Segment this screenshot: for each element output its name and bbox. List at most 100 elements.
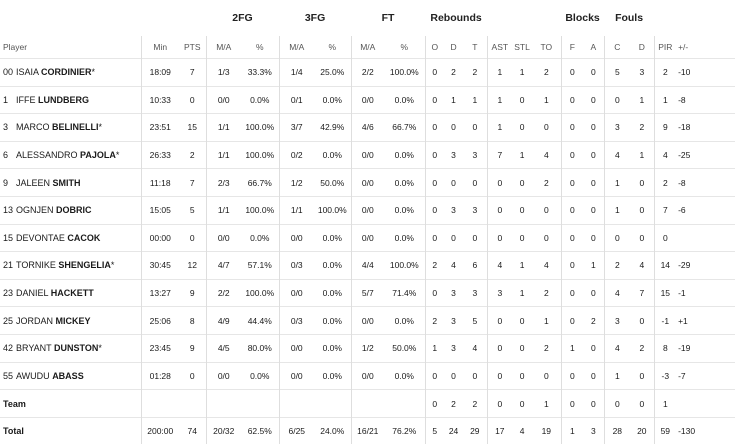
player-first-name: JORDAN: [16, 316, 53, 326]
col-3fg-ma[interactable]: M/A: [279, 36, 314, 59]
col-pir[interactable]: PIR: [654, 36, 676, 59]
cell-stl: 1: [512, 141, 532, 169]
cell-reb-o: 0: [425, 114, 444, 142]
col-plus-minus[interactable]: +/-: [676, 36, 735, 59]
cell-min: 200:00: [141, 418, 179, 444]
cell-pts: 7: [179, 169, 206, 197]
cell-3fg-ma: 1/4: [279, 59, 314, 87]
col-reb-d[interactable]: D: [444, 36, 463, 59]
col-ft-ma[interactable]: M/A: [351, 36, 384, 59]
cell-pir: 2: [654, 59, 676, 87]
col-player[interactable]: Player: [0, 36, 141, 59]
cell-reb-o: 0: [425, 86, 444, 114]
col-3fg-pct[interactable]: %: [314, 36, 351, 59]
starter-mark: *: [111, 260, 115, 270]
cell-ast: 0: [487, 224, 512, 252]
cell-plus-minus: -130: [676, 418, 735, 444]
cell-pts: 0: [179, 362, 206, 390]
cell-blk-a: 0: [583, 196, 604, 224]
cell-blk-a: 0: [583, 390, 604, 418]
cell-ft-pct: 0.0%: [384, 141, 425, 169]
col-to[interactable]: TO: [532, 36, 561, 59]
cell-blk-f: 0: [561, 224, 583, 252]
cell-plus-minus: -19: [676, 334, 735, 362]
cell-to: 0: [532, 114, 561, 142]
col-2fg-ma[interactable]: M/A: [206, 36, 241, 59]
cell-blk-f: 1: [561, 334, 583, 362]
cell-2fg-pct: 100.0%: [241, 279, 279, 307]
cell-ft-ma: 0/0: [351, 169, 384, 197]
cell-3fg-pct: 25.0%: [314, 59, 351, 87]
col-ast[interactable]: AST: [487, 36, 512, 59]
cell-ft-ma: 4/4: [351, 252, 384, 280]
group-header-row: 2FG 3FG FT Rebounds Blocks Fouls: [0, 0, 735, 36]
cell-reb-t: 3: [463, 196, 487, 224]
col-min[interactable]: Min: [141, 36, 179, 59]
cell-stl: 0: [512, 169, 532, 197]
player-last-name: DOBRIC: [56, 205, 92, 215]
cell-ft-pct: 0.0%: [384, 196, 425, 224]
cell-plus-minus: -1: [676, 279, 735, 307]
cell-ft-ma: 2/2: [351, 59, 384, 87]
cell-2fg-ma: 1/3: [206, 59, 241, 87]
cell-pir: 4: [654, 141, 676, 169]
col-pts[interactable]: PTS: [179, 36, 206, 59]
cell-to: 4: [532, 252, 561, 280]
col-fouls-c[interactable]: C: [604, 36, 630, 59]
cell-pir: 9: [654, 114, 676, 142]
cell-to: 2: [532, 334, 561, 362]
starter-mark: *: [92, 67, 96, 77]
cell-pir: 0: [654, 224, 676, 252]
cell-ft-ma: 0/0: [351, 196, 384, 224]
col-ft-pct[interactable]: %: [384, 36, 425, 59]
col-reb-o[interactable]: O: [425, 36, 444, 59]
cell-fouls-c: 4: [604, 141, 630, 169]
cell-to: 0: [532, 362, 561, 390]
col-stl[interactable]: STL: [512, 36, 532, 59]
cell-ft-pct: 0.0%: [384, 307, 425, 335]
cell-pts: [179, 390, 206, 418]
cell-stl: 0: [512, 196, 532, 224]
col-blk-a[interactable]: A: [583, 36, 604, 59]
player-number: 55: [3, 371, 16, 381]
cell-pts: 15: [179, 114, 206, 142]
cell-pts: 5: [179, 196, 206, 224]
cell-ft-pct: [384, 390, 425, 418]
cell-min: 23:45: [141, 334, 179, 362]
cell-stl: 1: [512, 279, 532, 307]
player-first-name: OGNJEN: [16, 205, 54, 215]
cell-3fg-pct: [314, 390, 351, 418]
cell-fouls-d: 1: [630, 86, 654, 114]
col-reb-t[interactable]: T: [463, 36, 487, 59]
col-2fg-pct[interactable]: %: [241, 36, 279, 59]
cell-min: 11:18: [141, 169, 179, 197]
col-blk-f[interactable]: F: [561, 36, 583, 59]
player-last-name: PAJOLA: [80, 150, 116, 160]
col-fouls-d[interactable]: D: [630, 36, 654, 59]
starter-mark: *: [116, 150, 120, 160]
